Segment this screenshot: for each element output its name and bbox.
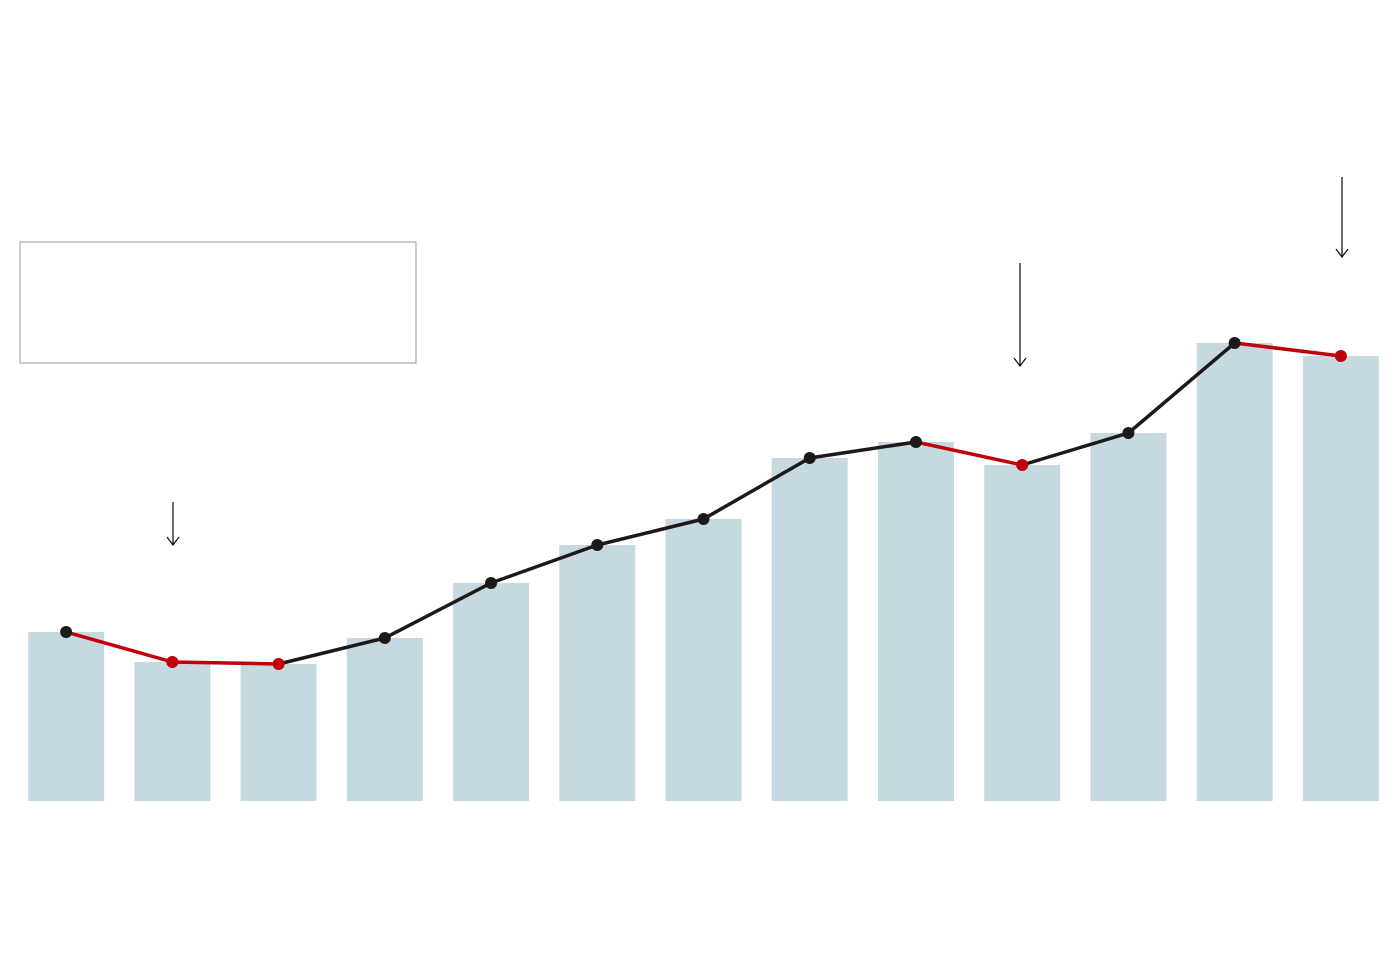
annotation-arrow xyxy=(1335,177,1349,259)
point xyxy=(1334,350,1347,362)
point xyxy=(485,577,498,589)
bar xyxy=(665,519,742,801)
bar xyxy=(240,664,317,801)
line-segment xyxy=(701,456,812,521)
point xyxy=(272,658,285,670)
line-segment xyxy=(383,581,493,640)
annotation-arrow xyxy=(1013,263,1027,368)
point xyxy=(378,632,391,644)
bar xyxy=(1090,433,1167,801)
line-segment xyxy=(64,630,175,664)
bar xyxy=(984,465,1061,801)
annotations xyxy=(166,177,1349,547)
point xyxy=(591,539,604,551)
bar xyxy=(771,458,848,801)
line-segment xyxy=(914,440,1024,467)
point xyxy=(803,452,816,464)
bar xyxy=(559,545,636,801)
bar xyxy=(453,583,530,801)
line-segment xyxy=(1232,341,1343,358)
bar xyxy=(28,632,105,801)
line-segment xyxy=(170,660,281,666)
bar xyxy=(346,638,423,801)
line-segment xyxy=(807,440,918,460)
bar xyxy=(1302,356,1379,801)
point xyxy=(909,436,922,448)
bar xyxy=(134,662,211,801)
point xyxy=(60,626,73,638)
point xyxy=(166,656,179,668)
line-segment xyxy=(595,517,706,547)
point xyxy=(1228,337,1241,349)
line-segment xyxy=(1126,341,1237,435)
bar xyxy=(877,442,954,801)
legend-box xyxy=(19,241,417,364)
point xyxy=(1122,427,1135,439)
point xyxy=(697,513,710,525)
bar xyxy=(1196,343,1273,801)
annotation-arrow xyxy=(166,502,180,547)
point xyxy=(1016,459,1029,471)
line-segment xyxy=(276,636,387,666)
line-segment xyxy=(489,543,600,585)
line-segment xyxy=(1020,431,1131,467)
